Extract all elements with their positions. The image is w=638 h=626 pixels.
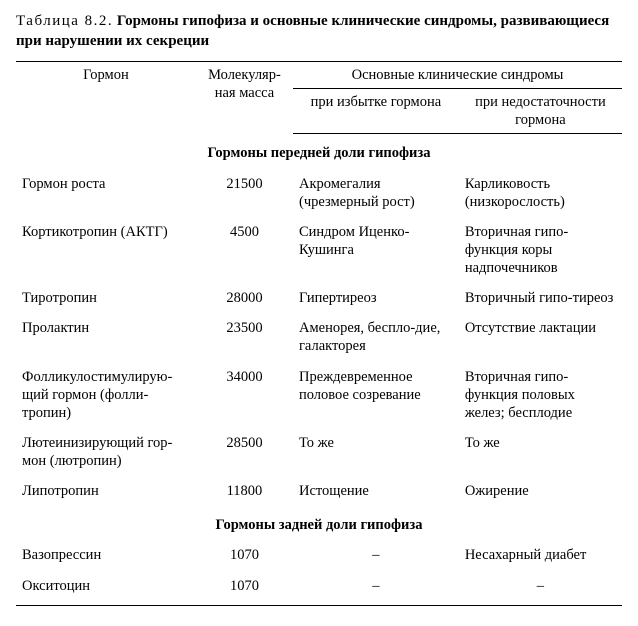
cell-mass: 21500 xyxy=(196,169,293,217)
cell-excess: Гипертиреоз xyxy=(293,283,459,313)
table-row: Липотропин11800ИстощениеОжирение xyxy=(16,476,622,506)
cell-deficiency: Вторичная гипо-функция половых желез; бе… xyxy=(459,362,622,428)
cell-mass: 28000 xyxy=(196,283,293,313)
cell-hormone: Пролактин xyxy=(16,313,196,361)
col-deficiency-header: при недостаточности гормона xyxy=(459,89,622,134)
table-row: Гормон роста21500Акромегалия (чрезмерный… xyxy=(16,169,622,217)
cell-mass: 1070 xyxy=(196,540,293,570)
table-row: Фолликулостимулирую-щий гормон (фолли-тр… xyxy=(16,362,622,428)
cell-hormone: Гормон роста xyxy=(16,169,196,217)
table-row: Лютеинизирующий гор-мон (лютропин)28500Т… xyxy=(16,428,622,476)
table-row: Окситоцин1070–– xyxy=(16,571,622,606)
cell-deficiency: Вторичный гипо-тиреоз xyxy=(459,283,622,313)
cell-mass: 4500 xyxy=(196,217,293,283)
col-syndromes-header: Основные клинические синдромы xyxy=(293,62,622,89)
cell-hormone: Тиротропин xyxy=(16,283,196,313)
cell-hormone: Вазопрессин xyxy=(16,540,196,570)
cell-excess: Аменорея, беспло-дие, галакторея xyxy=(293,313,459,361)
cell-hormone: Кортикотропин (АКТГ) xyxy=(16,217,196,283)
cell-excess: Акромегалия (чрезмерный рост) xyxy=(293,169,459,217)
table-body: Гормоны передней доли гипофизаГормон рос… xyxy=(16,134,622,605)
cell-deficiency: Вторичная гипо-функция коры надпочечнико… xyxy=(459,217,622,283)
cell-excess: Преждевременное половое созревание xyxy=(293,362,459,428)
section-heading: Гормоны задней доли гипофиза xyxy=(16,506,622,540)
cell-hormone: Окситоцин xyxy=(16,571,196,606)
cell-excess: То же xyxy=(293,428,459,476)
cell-excess: – xyxy=(293,540,459,570)
table-row: Пролактин23500Аменорея, беспло-дие, гала… xyxy=(16,313,622,361)
cell-hormone: Лютеинизирующий гор-мон (лютропин) xyxy=(16,428,196,476)
cell-hormone: Фолликулостимулирую-щий гормон (фолли-тр… xyxy=(16,362,196,428)
cell-excess: Истощение xyxy=(293,476,459,506)
col-mass-header: Молекуляр- ная масса xyxy=(196,62,293,134)
cell-deficiency: – xyxy=(459,571,622,606)
table-row: Кортикотропин (АКТГ)4500Синдром Иценко-К… xyxy=(16,217,622,283)
col-excess-header: при избытке гормона xyxy=(293,89,459,134)
table-number: Таблица 8.2. xyxy=(16,13,113,29)
cell-mass: 28500 xyxy=(196,428,293,476)
table-row: Тиротропин28000ГипертиреозВторичный гипо… xyxy=(16,283,622,313)
cell-mass: 1070 xyxy=(196,571,293,606)
table-caption: Таблица 8.2. Гормоны гипофиза и основные… xyxy=(16,12,622,51)
table-row: Вазопрессин1070–Несахарный диабет xyxy=(16,540,622,570)
cell-excess: – xyxy=(293,571,459,606)
cell-mass: 11800 xyxy=(196,476,293,506)
cell-deficiency: Карликовость (низкорослость) xyxy=(459,169,622,217)
cell-deficiency: Отсутствие лактации xyxy=(459,313,622,361)
cell-excess: Синдром Иценко-Кушинга xyxy=(293,217,459,283)
cell-deficiency: Несахарный диабет xyxy=(459,540,622,570)
section-heading: Гормоны передней доли гипофиза xyxy=(16,134,622,169)
cell-mass: 34000 xyxy=(196,362,293,428)
cell-hormone: Липотропин xyxy=(16,476,196,506)
cell-deficiency: То же xyxy=(459,428,622,476)
cell-deficiency: Ожирение xyxy=(459,476,622,506)
cell-mass: 23500 xyxy=(196,313,293,361)
hormone-table: Гормон Молекуляр- ная масса Основные кли… xyxy=(16,61,622,606)
col-hormone-header: Гормон xyxy=(16,62,196,134)
